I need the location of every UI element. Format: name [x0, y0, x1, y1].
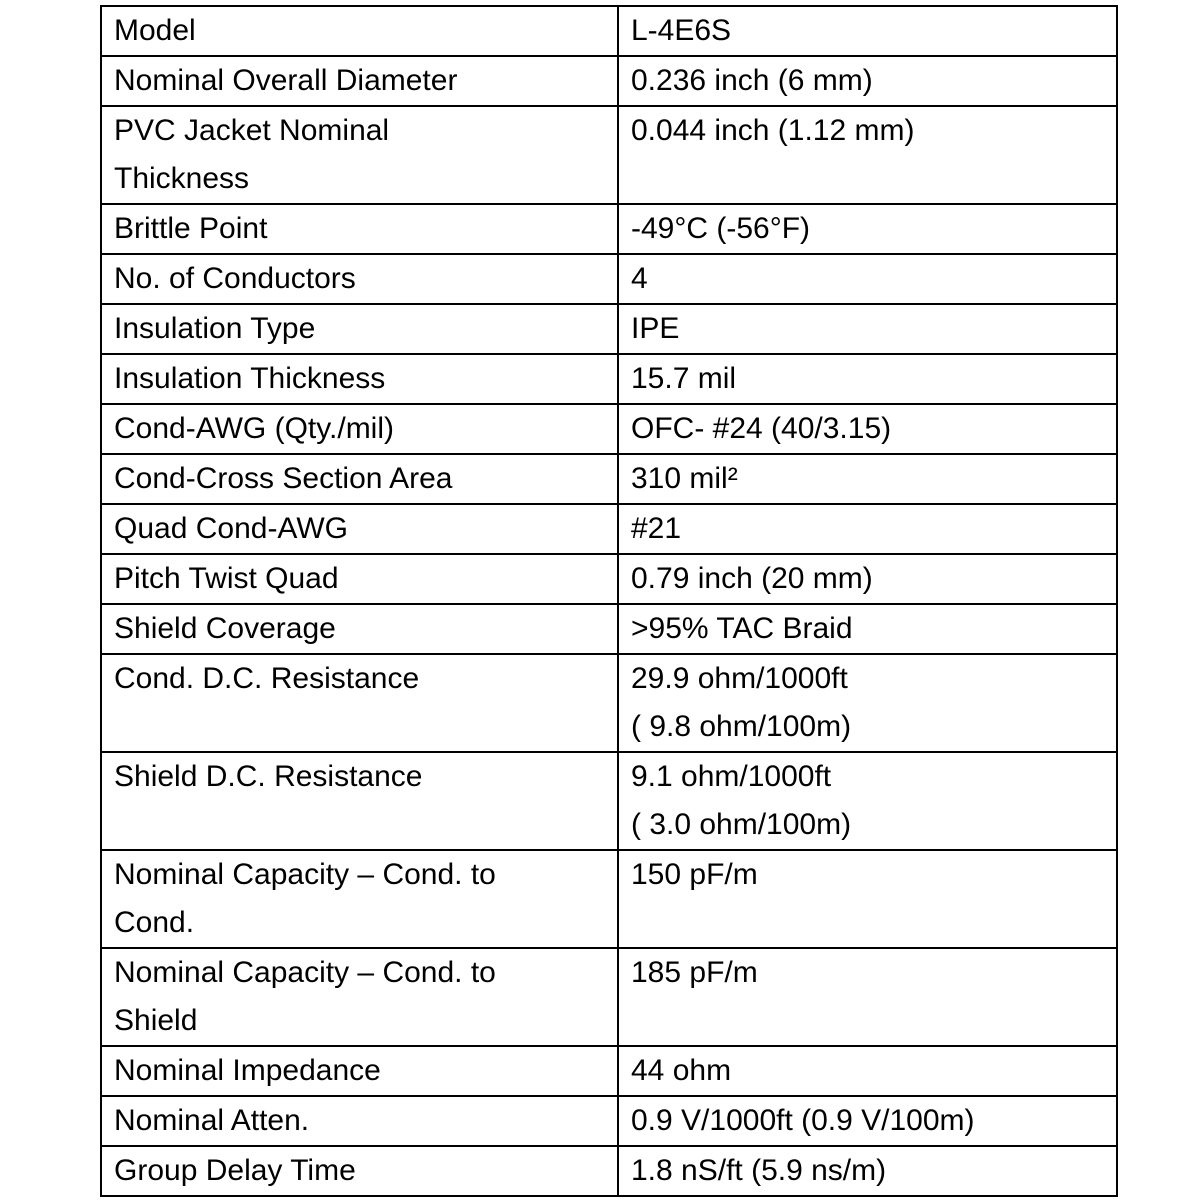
spec-value: 4	[617, 253, 1118, 305]
table-row: Cond-Cross Section Area 310 mil²	[100, 453, 1118, 505]
spec-label: No. of Conductors	[100, 253, 619, 305]
table-row: Insulation Type IPE	[100, 303, 1118, 355]
spec-value: 15.7 mil	[617, 353, 1118, 405]
table-row: Nominal Impedance 44 ohm	[100, 1045, 1118, 1097]
spec-label: Nominal Capacity – Cond. to Cond.	[100, 849, 619, 949]
spec-label: Cond-AWG (Qty./mil)	[100, 403, 619, 455]
spec-label: Nominal Atten.	[100, 1095, 619, 1147]
spec-value: 0.79 inch (20 mm)	[617, 553, 1118, 605]
spec-label: PVC Jacket Nominal Thickness	[100, 105, 619, 205]
spec-value: 44 ohm	[617, 1045, 1118, 1097]
table-row: Shield D.C. Resistance 9.1 ohm/1000ft ( …	[100, 751, 1118, 851]
spec-label: Shield Coverage	[100, 603, 619, 655]
spec-label: Quad Cond-AWG	[100, 503, 619, 555]
spec-table-body: Model L-4E6S Nominal Overall Diameter 0.…	[100, 5, 1118, 1197]
spec-value: L-4E6S	[617, 5, 1118, 57]
spec-label: Shield D.C. Resistance	[100, 751, 619, 851]
spec-value: -49°C (-56°F)	[617, 203, 1118, 255]
spec-label: Group Delay Time	[100, 1145, 619, 1197]
spec-table: Model L-4E6S Nominal Overall Diameter 0.…	[100, 5, 1118, 1197]
spec-label: Insulation Type	[100, 303, 619, 355]
table-row: No. of Conductors 4	[100, 253, 1118, 305]
spec-label: Model	[100, 5, 619, 57]
spec-value: >95% TAC Braid	[617, 603, 1118, 655]
spec-value: IPE	[617, 303, 1118, 355]
table-row: Shield Coverage >95% TAC Braid	[100, 603, 1118, 655]
spec-value: #21	[617, 503, 1118, 555]
table-row: Brittle Point -49°C (-56°F)	[100, 203, 1118, 255]
spec-label: Insulation Thickness	[100, 353, 619, 405]
table-row: Pitch Twist Quad 0.79 inch (20 mm)	[100, 553, 1118, 605]
spec-value: 1.8 nS/ft (5.9 ns/m)	[617, 1145, 1118, 1197]
table-row: Nominal Atten. 0.9 V/1000ft (0.9 V/100m)	[100, 1095, 1118, 1147]
spec-label: Cond-Cross Section Area	[100, 453, 619, 505]
spec-label: Nominal Overall Diameter	[100, 55, 619, 107]
table-row: Nominal Capacity – Cond. to Cond. 150 pF…	[100, 849, 1118, 949]
spec-value: 0.236 inch (6 mm)	[617, 55, 1118, 107]
table-row: PVC Jacket Nominal Thickness 0.044 inch …	[100, 105, 1118, 205]
table-row: Insulation Thickness 15.7 mil	[100, 353, 1118, 405]
table-row: Nominal Capacity – Cond. to Shield 185 p…	[100, 947, 1118, 1047]
spec-value: 0.9 V/1000ft (0.9 V/100m)	[617, 1095, 1118, 1147]
spec-value: OFC- #24 (40/3.15)	[617, 403, 1118, 455]
table-row: Cond-AWG (Qty./mil) OFC- #24 (40/3.15)	[100, 403, 1118, 455]
spec-value: 150 pF/m	[617, 849, 1118, 949]
table-row: Nominal Overall Diameter 0.236 inch (6 m…	[100, 55, 1118, 107]
spec-value: 29.9 ohm/1000ft ( 9.8 ohm/100m)	[617, 653, 1118, 753]
spec-value: 0.044 inch (1.12 mm)	[617, 105, 1118, 205]
spec-label: Pitch Twist Quad	[100, 553, 619, 605]
spec-label: Nominal Impedance	[100, 1045, 619, 1097]
table-row: Quad Cond-AWG #21	[100, 503, 1118, 555]
spec-value: 9.1 ohm/1000ft ( 3.0 ohm/100m)	[617, 751, 1118, 851]
spec-label: Cond. D.C. Resistance	[100, 653, 619, 753]
table-row: Group Delay Time 1.8 nS/ft (5.9 ns/m)	[100, 1145, 1118, 1197]
spec-value: 310 mil²	[617, 453, 1118, 505]
table-row: Cond. D.C. Resistance 29.9 ohm/1000ft ( …	[100, 653, 1118, 753]
spec-label: Brittle Point	[100, 203, 619, 255]
table-row: Model L-4E6S	[100, 5, 1118, 57]
spec-value: 185 pF/m	[617, 947, 1118, 1047]
spec-label: Nominal Capacity – Cond. to Shield	[100, 947, 619, 1047]
